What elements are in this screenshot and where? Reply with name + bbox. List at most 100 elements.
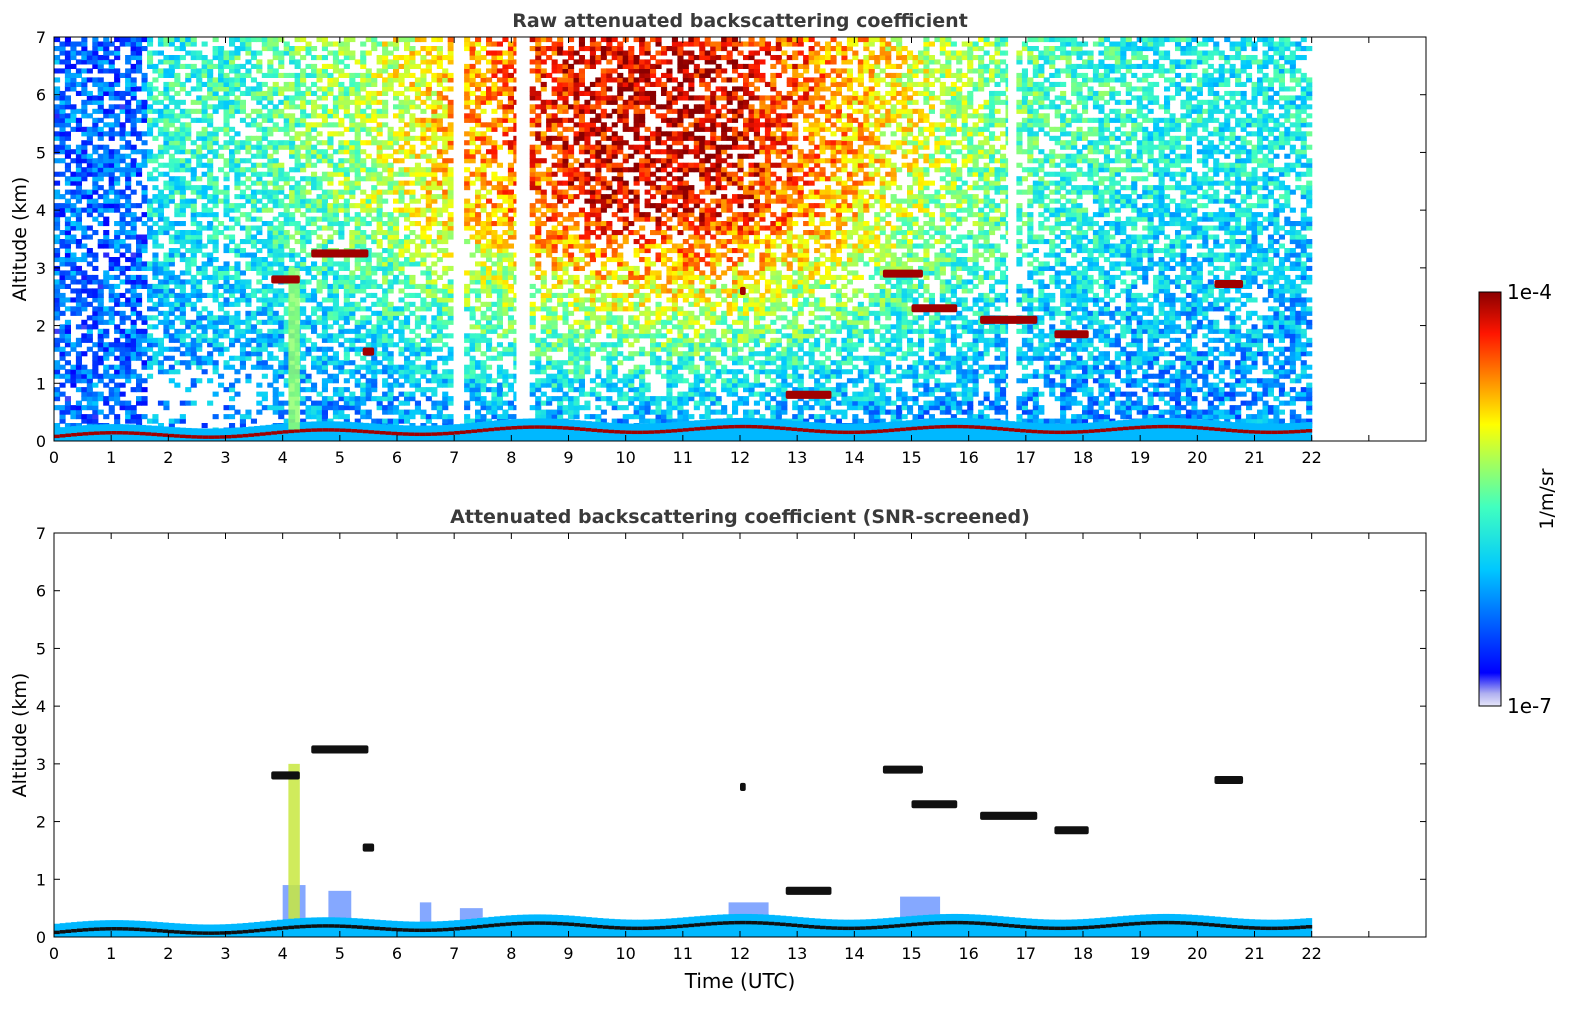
heatmap-cell [414, 351, 421, 357]
heatmap-cell [535, 131, 542, 137]
heatmap-cell [218, 189, 225, 195]
heatmap-cell [382, 315, 389, 321]
heatmap-cell [507, 50, 514, 56]
heatmap-cell [70, 81, 77, 87]
heatmap-cell [529, 162, 536, 168]
heatmap-cell [147, 373, 154, 379]
heatmap-cell [327, 189, 334, 195]
heatmap-cell [278, 99, 285, 105]
heatmap-cell [152, 95, 159, 101]
heatmap-cell [272, 239, 279, 245]
heatmap-cell [464, 131, 471, 137]
heatmap-cell [480, 400, 487, 406]
heatmap-cell [338, 225, 345, 231]
heatmap-cell [442, 396, 449, 402]
heatmap-cell [103, 113, 110, 119]
heatmap-cell [343, 306, 350, 312]
heatmap-cell [365, 95, 372, 101]
heatmap-cell [289, 167, 296, 173]
heatmap-cell [86, 207, 93, 213]
heatmap-cell [272, 310, 279, 316]
heatmap-cell [125, 180, 132, 186]
heatmap-cell [64, 203, 71, 209]
heatmap-cell [496, 176, 503, 182]
heatmap-cell [136, 167, 143, 173]
heatmap-cell [349, 113, 356, 119]
heatmap-cell [431, 108, 438, 114]
heatmap-cell [81, 81, 88, 87]
heatmap-cell [398, 99, 405, 105]
heatmap-cell [464, 369, 471, 375]
heatmap-cell [393, 68, 400, 74]
heatmap-cell [475, 230, 482, 236]
heatmap-cell [207, 319, 214, 325]
heatmap-cell [152, 265, 159, 271]
heatmap-cell [283, 104, 290, 110]
heatmap-cell [114, 77, 121, 83]
heatmap-cell [54, 252, 61, 258]
heatmap-cell [108, 135, 115, 141]
heatmap-cell [92, 230, 99, 236]
heatmap-cell [321, 63, 328, 69]
heatmap-cell [92, 319, 99, 325]
heatmap-cell [59, 257, 66, 263]
heatmap-cell [404, 86, 411, 92]
heatmap-cell [179, 301, 186, 307]
heatmap-cell [168, 180, 175, 186]
heatmap-cell [480, 243, 487, 249]
heatmap-cell [207, 95, 214, 101]
heatmap-cell [136, 333, 143, 339]
heatmap-cell [332, 391, 339, 397]
heatmap-cell [535, 189, 542, 195]
heatmap-cell [185, 180, 192, 186]
heatmap-cell [147, 59, 154, 65]
heatmap-cell [141, 351, 148, 357]
heatmap-cell [152, 288, 159, 294]
heatmap-cell [157, 50, 164, 56]
heatmap-cell [327, 400, 334, 406]
heatmap-cell [294, 50, 301, 56]
heatmap-cell [535, 288, 542, 294]
heatmap-cell [316, 113, 323, 119]
heatmap-cell [272, 158, 279, 164]
heatmap-cell [119, 194, 126, 200]
heatmap-cell [327, 207, 334, 213]
heatmap-cell [398, 108, 405, 114]
heatmap-cell [447, 167, 454, 173]
heatmap-cell [75, 405, 82, 411]
heatmap-cell [382, 333, 389, 339]
heatmap-cell [196, 99, 203, 105]
heatmap-cell [59, 283, 66, 289]
heatmap-cell [343, 104, 350, 110]
heatmap-cell [141, 221, 148, 227]
heatmap-cell [502, 373, 509, 379]
heatmap-cell [119, 292, 126, 298]
heatmap-cell [75, 378, 82, 384]
heatmap-cell [332, 41, 339, 47]
heatmap-cell [382, 221, 389, 227]
heatmap-cell [256, 180, 263, 186]
heatmap-cell [147, 108, 154, 114]
heatmap-cell [382, 288, 389, 294]
heatmap-cell [382, 108, 389, 114]
heatmap-cell [321, 140, 328, 146]
heatmap-cell [108, 257, 115, 263]
heatmap-cell [321, 239, 328, 245]
heatmap-cell [343, 90, 350, 96]
heatmap-cell [447, 126, 454, 132]
heatmap-cell [491, 355, 498, 361]
heatmap-cell [349, 81, 356, 87]
heatmap-cell [54, 301, 61, 307]
heatmap-cell [256, 113, 263, 119]
heatmap-cell [376, 68, 383, 74]
heatmap-cell [371, 135, 378, 141]
heatmap-cell [338, 90, 345, 96]
heatmap-cell [294, 95, 301, 101]
heatmap-cell [414, 212, 421, 218]
heatmap-cell [278, 239, 285, 245]
heatmap-cell [234, 46, 241, 52]
heatmap-cell [496, 414, 503, 420]
heatmap-cell [409, 346, 416, 352]
heatmap-cell [376, 41, 383, 47]
heatmap-cell [179, 126, 186, 132]
